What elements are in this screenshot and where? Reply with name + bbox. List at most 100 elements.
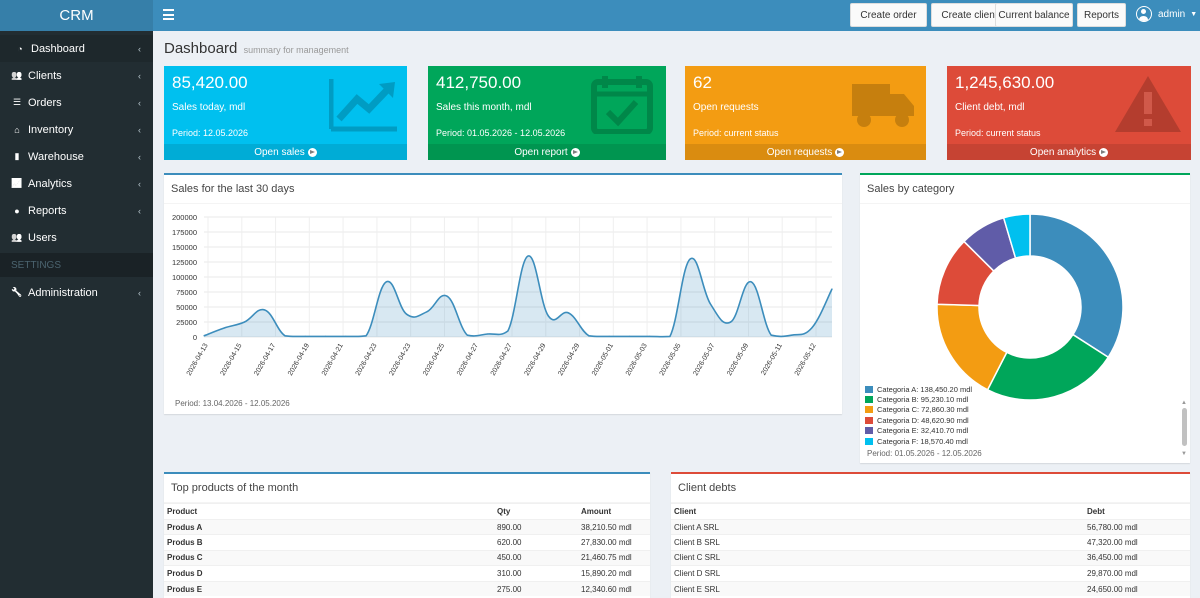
file-icon: ▮ xyxy=(14,151,20,161)
sales-data-point xyxy=(487,333,489,335)
sidebar-item-label: Clients xyxy=(28,69,62,82)
menu-toggle-icon[interactable] xyxy=(163,9,174,20)
legend-item[interactable]: Categoria F: 18,570.40 mdl xyxy=(865,436,972,446)
sidebar-item-label: Inventory xyxy=(28,123,74,136)
stat-footer-link[interactable]: Open requests xyxy=(685,144,926,160)
legend-item[interactable]: Categoria A: 138,450.20 mdl xyxy=(865,384,972,394)
sidebar-item-orders[interactable]: ☰ Orders ‹ xyxy=(0,89,153,116)
table-cell: 47,320.00 mdl xyxy=(1084,534,1190,551)
reports-button[interactable]: Reports xyxy=(1077,3,1126,27)
sidebar-item-label: Dashboard xyxy=(31,42,85,55)
chevron-left-icon: ‹ xyxy=(138,124,141,135)
y-tick-label: 0 xyxy=(193,333,197,342)
sidebar-menu: ◔ Dashboard ‹ 👥 Clients ‹ ☰ Orders ‹ ⌂ Inventory ‹ ▮… xyxy=(0,31,153,306)
table-cell: 450.00 xyxy=(494,549,578,566)
x-tick-label: 2026-04-29 xyxy=(524,342,548,377)
sidebar-item-warehouse[interactable]: ▮ Warehouse ‹ xyxy=(0,143,153,170)
donut-slice[interactable] xyxy=(986,333,1110,401)
stat-value: 62 xyxy=(693,73,712,92)
stat-link-label: Open requests xyxy=(766,146,833,158)
user-menu[interactable]: admin ▼ xyxy=(1136,6,1197,22)
legend-swatch xyxy=(865,385,873,393)
stat-link-label: Open sales xyxy=(254,146,305,158)
legend-swatch xyxy=(865,406,873,414)
scroll-down-icon[interactable]: ▼ xyxy=(1181,451,1187,457)
sales-data-point xyxy=(304,335,306,337)
sales-data-point xyxy=(568,312,570,314)
sales-data-point xyxy=(709,303,712,305)
sales-area-chart: 200000 175000 150000 125000 100000 75000 50000… xyxy=(172,213,833,377)
chevron-left-icon: ‹ xyxy=(138,287,141,298)
top-navbar: Create order Create client Current balan… xyxy=(153,0,1200,31)
table-cell: Client C SRL xyxy=(671,549,1084,566)
scroll-up-icon[interactable]: ▲ xyxy=(1181,400,1187,406)
table-cell: Client D SRL xyxy=(671,565,1084,582)
top-products-box: Top products of the month Product Qty Am… xyxy=(164,472,650,598)
user-name: admin xyxy=(1158,8,1186,20)
table-row: Produs E 275.00 12,340.60 mdl xyxy=(164,580,650,597)
stat-value: 85,420.00 xyxy=(172,73,248,92)
col-qty: Qty xyxy=(494,503,578,520)
category-donut-chart xyxy=(936,213,1124,401)
top-products-table: Product Qty Amount Produs A 890.00 38,210.… xyxy=(164,503,650,597)
chevron-left-icon: ‹ xyxy=(138,178,141,189)
sales-data-point xyxy=(608,335,610,337)
sidebar-item-administration[interactable]: 🔧 Administration ‹ xyxy=(0,279,153,306)
x-tick-label: 2026-05-01 xyxy=(591,342,615,377)
sidebar: CRM ◔ Dashboard ‹ 👥 Clients ‹ ☰ Orders ‹ ⌂ Invento… xyxy=(0,0,153,598)
table-cell: 310.00 xyxy=(494,565,578,582)
legend-item[interactable]: Categoria C: 72,860.30 mdl xyxy=(865,405,972,415)
donut-slice[interactable] xyxy=(1029,213,1124,359)
sales-series-line xyxy=(203,255,833,338)
y-tick-label: 150000 xyxy=(172,243,197,252)
x-tick-label: 2026-04-15 xyxy=(220,342,244,377)
sidebar-item-label: Reports xyxy=(28,204,67,217)
donut-slice[interactable] xyxy=(1002,213,1031,260)
arrow-circle-right-icon xyxy=(307,147,317,157)
sales-chart-period: Period: 13.04.2026 - 12.05.2026 xyxy=(175,399,290,408)
stat-card: 412,750.00 Sales this month, mdl Period: 0… xyxy=(428,66,666,160)
user-icon: ● xyxy=(14,205,20,216)
sidebar-item-reports[interactable]: ● Reports ‹ xyxy=(0,197,153,224)
x-tick-label: 2026-04-23 xyxy=(388,342,412,377)
stat-footer-link[interactable]: Open sales xyxy=(164,144,407,160)
table-row: Produs D 310.00 15,890.20 mdl xyxy=(164,565,650,582)
x-tick-label: 2026-04-17 xyxy=(253,342,277,377)
create-order-button[interactable]: Create order xyxy=(850,3,927,27)
table-row: Produs B 620.00 27,830.00 mdl xyxy=(164,534,650,551)
sidebar-item-analytics[interactable]: 📈 Analytics ‹ xyxy=(0,170,153,197)
stat-value: 412,750.00 xyxy=(436,73,522,92)
stat-footer-link[interactable]: Open analytics xyxy=(947,144,1191,160)
y-tick-label: 25000 xyxy=(176,318,197,327)
sidebar-item-inventory[interactable]: ⌂ Inventory ‹ xyxy=(0,116,153,143)
page-subtitle: summary for management xyxy=(243,45,349,55)
legend-swatch xyxy=(865,396,873,404)
sidebar-item-users[interactable]: 👥 Users xyxy=(0,224,153,251)
stat-label: Client debt, mdl xyxy=(955,102,1025,113)
top-products-title: Top products of the month xyxy=(164,474,650,503)
current-balance-button[interactable]: Current balance xyxy=(995,3,1073,27)
sales-data-point xyxy=(730,321,732,323)
chevron-left-icon: ‹ xyxy=(138,43,141,54)
sales-data-point xyxy=(507,330,509,332)
line-chart-icon: 📈 xyxy=(11,178,23,188)
legend-item[interactable]: Categoria E: 32,410.70 mdl xyxy=(865,426,972,436)
sales-data-point xyxy=(284,335,286,337)
legend-scrollbar[interactable] xyxy=(1182,408,1187,446)
stat-footer-link[interactable]: Open report xyxy=(428,144,666,160)
table-row: Produs A 890.00 38,210.50 mdl xyxy=(164,518,650,535)
stat-link-label: Open report xyxy=(514,146,568,158)
sidebar-item-clients[interactable]: 👥 Clients ‹ xyxy=(0,62,153,89)
col-amount: Amount xyxy=(578,503,650,520)
legend-item[interactable]: Categoria B: 95,230.10 mdl xyxy=(865,394,972,404)
legend-item[interactable]: Categoria D: 48,620.90 mdl xyxy=(865,415,972,425)
sidebar-item-label: Analytics xyxy=(28,177,73,190)
chevron-left-icon: ‹ xyxy=(138,151,141,162)
sidebar-item-dashboard[interactable]: ◔ Dashboard ‹ xyxy=(0,35,153,62)
table-row: Client E SRL 24,650.00 mdl xyxy=(671,580,1190,597)
app-logo[interactable]: CRM xyxy=(0,0,153,31)
table-cell: Client E SRL xyxy=(671,580,1084,597)
table-cell: 56,780.00 mdl xyxy=(1084,518,1190,535)
x-tick-label: 2026-05-11 xyxy=(760,342,784,376)
legend-swatch xyxy=(865,427,873,435)
